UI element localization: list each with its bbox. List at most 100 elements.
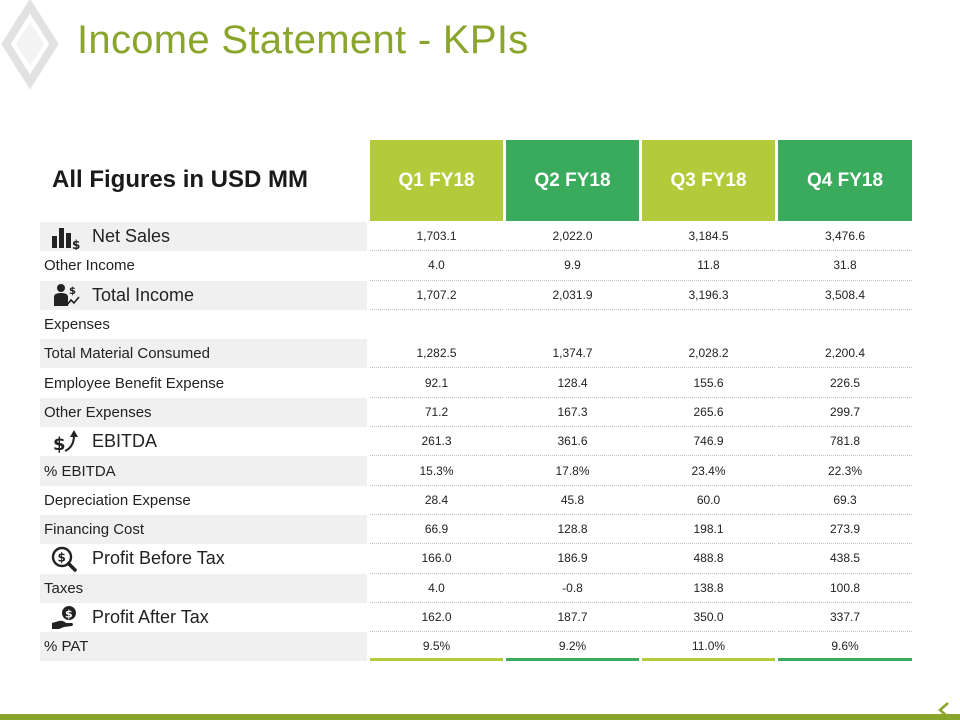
table-cell: 299.7 (778, 398, 912, 428)
table-cell: 66.9 (370, 515, 503, 545)
column-underline-q4 (778, 658, 912, 661)
table-cell: 45.8 (506, 486, 639, 515)
table-cell: 2,031.9 (506, 281, 639, 310)
table-cell: 4.0 (370, 574, 503, 603)
table-cell: 781.8 (778, 427, 912, 457)
row-label: Taxes (40, 573, 367, 603)
table-cell: 71.2 (370, 398, 503, 428)
svg-text:$: $ (69, 286, 76, 297)
table-cell: 261.3 (370, 427, 503, 457)
column-underline-q2 (506, 658, 639, 661)
column-header-q4: Q4 FY18 (778, 140, 912, 221)
chevron-left-icon (938, 702, 949, 718)
table-cell: 2,022.0 (506, 222, 639, 252)
column-header-q1: Q1 FY18 (370, 140, 503, 221)
table-cell: 100.8 (778, 574, 912, 603)
table-row-net-sales: $ Net Sales 1,703.1 2,022.0 3,184.5 3,47… (40, 222, 912, 252)
table-row-profit-after-tax: $ Profit After Tax 162.0 187.7 350.0 337… (40, 603, 912, 633)
column-underline-q3 (642, 658, 775, 661)
table-cell: 4.0 (370, 251, 503, 281)
kpi-table: $ Net Sales 1,703.1 2,022.0 3,184.5 3,47… (40, 222, 912, 662)
row-label: Profit After Tax (92, 607, 209, 627)
table-cell: 1,703.1 (370, 222, 503, 252)
row-label: Total Material Consumed (40, 339, 367, 369)
table-cell: 167.3 (506, 398, 639, 428)
column-underline-q1 (370, 658, 503, 661)
table-cell: 166.0 (370, 544, 503, 574)
table-row-other-income: Other Income 4.0 9.9 11.8 31.8 (40, 251, 912, 281)
table-cell: 1,374.7 (506, 339, 639, 369)
table-cell: 3,508.4 (778, 281, 912, 310)
column-header-q3: Q3 FY18 (642, 140, 775, 221)
table-cell: 2,200.4 (778, 339, 912, 369)
row-label: Net Sales (92, 226, 171, 247)
table-cell: 60.0 (642, 486, 775, 515)
table-cell: 128.4 (506, 368, 639, 398)
table-cell: 3,196.3 (642, 281, 775, 310)
footer-bar (0, 714, 960, 720)
corner-diamond-decoration (1, 0, 59, 90)
row-label: Profit Before Tax (92, 548, 225, 569)
table-cell: 11.8 (642, 251, 775, 281)
table-row-total-material-consumed: Total Material Consumed 1,282.5 1,374.7 … (40, 339, 912, 369)
page-title: Income Statement - KPIs (77, 18, 529, 62)
table-cell: 155.6 (642, 368, 775, 398)
table-row-employee-benefit-expense: Employee Benefit Expense 92.1 128.4 155.… (40, 368, 912, 398)
dollar-arrow-up-icon: $ (50, 429, 82, 455)
table-row-total-income: $ Total Income 1,707.2 2,031.9 3,196.3 3… (40, 280, 912, 310)
table-row-depreciation-expense: Depreciation Expense 28.4 45.8 60.0 69.3 (40, 486, 912, 515)
table-cell: 361.6 (506, 427, 639, 457)
table-cell: 186.9 (506, 544, 639, 574)
bar-chart-dollar-icon: $ (50, 224, 82, 250)
row-label: Depreciation Expense (44, 491, 191, 509)
table-cell: 3,184.5 (642, 222, 775, 252)
table-cell: 92.1 (370, 368, 503, 398)
svg-text:$: $ (72, 238, 80, 250)
svg-text:$: $ (65, 607, 73, 620)
table-subtitle: All Figures in USD MM (52, 166, 309, 193)
svg-text:$: $ (53, 434, 66, 455)
table-cell: 1,707.2 (370, 281, 503, 310)
table-cell: 69.3 (778, 486, 912, 515)
table-cell: 9.9 (506, 251, 639, 281)
table-cell: -0.8 (506, 574, 639, 603)
table-row-financing-cost: Financing Cost 66.9 128.8 198.1 273.9 (40, 514, 912, 545)
row-label: % PAT (40, 632, 367, 662)
table-cell: 31.8 (778, 251, 912, 281)
person-money-icon: $ (50, 282, 82, 308)
table-cell: 2,028.2 (642, 339, 775, 369)
table-cell: 187.7 (506, 603, 639, 633)
row-label: % EBITDA (40, 456, 367, 486)
hand-coin-icon: $ (50, 605, 82, 631)
table-cell: 488.8 (642, 544, 775, 574)
table-row-taxes: Taxes 4.0 -0.8 138.8 100.8 (40, 573, 912, 603)
table-row-profit-before-tax: $ Profit Before Tax 166.0 186.9 488.8 43… (40, 544, 912, 574)
table-cell: 350.0 (642, 603, 775, 633)
table-cell: 746.9 (642, 427, 775, 457)
row-label: Expenses (44, 316, 110, 334)
table-cell: 138.8 (642, 574, 775, 603)
table-row-ebitda: $ EBITDA 261.3 361.6 746.9 781.8 (40, 427, 912, 457)
table-cell: 23.4% (642, 456, 775, 486)
table-cell: 265.6 (642, 398, 775, 428)
table-cell: 15.3% (370, 456, 503, 486)
table-cell: 22.3% (778, 456, 912, 486)
row-label: Employee Benefit Expense (44, 374, 225, 392)
table-cell: 17.8% (506, 456, 639, 486)
row-label: Total Income (92, 284, 195, 305)
table-cell: 162.0 (370, 603, 503, 633)
table-cell: 128.8 (506, 515, 639, 545)
table-cell: 273.9 (778, 515, 912, 545)
table-cell: 438.5 (778, 544, 912, 574)
row-label: EBITDA (92, 431, 158, 452)
row-label: Financing Cost (40, 514, 367, 545)
row-label: Other Income (44, 257, 135, 275)
table-cell: 226.5 (778, 368, 912, 398)
table-cell: 1,282.5 (370, 339, 503, 369)
magnifier-dollar-icon: $ (50, 546, 82, 572)
table-cell: 337.7 (778, 603, 912, 633)
table-cell: 3,476.6 (778, 222, 912, 252)
table-row-expenses: Expenses (40, 310, 912, 339)
table-row-percent-ebitda: % EBITDA 15.3% 17.8% 23.4% 22.3% (40, 456, 912, 486)
svg-text:$: $ (58, 550, 66, 564)
